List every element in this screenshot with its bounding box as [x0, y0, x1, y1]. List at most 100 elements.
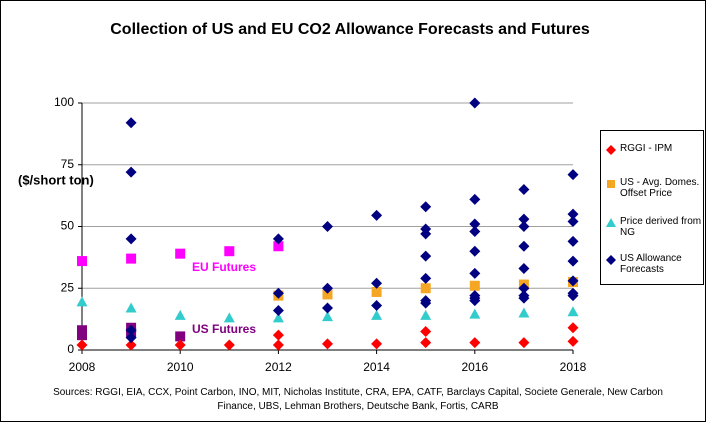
marker	[322, 221, 333, 232]
marker	[518, 282, 530, 294]
marker	[322, 302, 333, 314]
annotation: US Futures	[192, 322, 256, 336]
marker	[606, 145, 616, 155]
legend-label: US - Avg. Domes. Offset Price	[620, 177, 700, 199]
marker	[175, 248, 186, 259]
marker	[371, 277, 383, 289]
legend-item: US Allowance Forecasts	[605, 253, 703, 275]
marker	[469, 245, 481, 257]
marker	[125, 324, 137, 336]
marker	[567, 208, 579, 220]
x-tick-label: 2014	[363, 360, 390, 374]
legend-label: Price derived from NG	[620, 216, 702, 238]
marker	[567, 335, 579, 347]
y-tick-label: 100	[54, 95, 74, 109]
legend: RGGI - IPM US - Avg. Domes. Offset Price P…	[600, 130, 704, 285]
marker	[125, 339, 137, 351]
marker	[567, 290, 579, 302]
marker	[518, 240, 530, 252]
y-tick-label: 50	[61, 219, 75, 233]
marker	[567, 322, 579, 334]
marker	[174, 339, 186, 351]
marker	[76, 296, 88, 307]
chart-title: Collection of US and EU CO2 Allowance Fo…	[110, 21, 590, 38]
marker	[420, 309, 432, 320]
legend-item: RGGI - IPM	[605, 143, 703, 156]
marker	[469, 267, 481, 279]
marker	[420, 201, 432, 213]
marker	[76, 339, 88, 351]
marker	[567, 216, 579, 228]
marker	[420, 283, 431, 294]
marker	[273, 241, 284, 252]
marker	[77, 330, 87, 341]
marker	[606, 255, 616, 265]
marker	[518, 337, 530, 349]
x-tick-label: 2018	[560, 360, 587, 374]
marker	[567, 275, 579, 287]
marker	[567, 306, 579, 317]
marker	[125, 302, 137, 313]
x-tick-label: 2010	[167, 360, 194, 374]
marker	[567, 235, 579, 247]
marker	[272, 339, 284, 351]
x-tick-label: 2016	[461, 360, 488, 374]
y-tick-label: 0	[67, 342, 74, 356]
marker	[420, 272, 432, 284]
marker	[272, 304, 284, 316]
marker	[371, 286, 382, 297]
marker	[322, 311, 333, 322]
marker	[420, 337, 432, 349]
marker	[606, 218, 616, 227]
legend-swatch	[606, 255, 616, 265]
marker	[125, 233, 137, 245]
legend-swatch	[606, 145, 616, 155]
marker	[371, 309, 383, 320]
legend-swatch	[607, 180, 615, 188]
marker	[174, 309, 186, 320]
marker	[272, 233, 284, 245]
legend-item: Price derived from NG	[605, 216, 703, 238]
x-tick-label: 2012	[265, 360, 292, 374]
marker	[322, 282, 333, 294]
marker	[175, 331, 186, 342]
marker	[371, 338, 383, 350]
marker	[469, 97, 481, 109]
marker	[322, 289, 333, 300]
marker	[420, 250, 432, 262]
marker	[518, 262, 530, 274]
marker	[420, 297, 432, 309]
marker	[223, 312, 235, 323]
marker	[607, 180, 615, 188]
marker	[420, 228, 432, 240]
marker	[272, 312, 284, 323]
marker	[469, 193, 481, 205]
marker	[371, 209, 383, 221]
marker	[125, 332, 137, 344]
marker	[567, 255, 579, 267]
marker	[125, 166, 137, 178]
marker	[567, 169, 579, 181]
x-tick-label: 2008	[69, 360, 96, 374]
marker	[223, 339, 235, 351]
marker	[420, 325, 432, 337]
marker	[469, 337, 481, 349]
marker	[126, 253, 137, 264]
marker	[125, 117, 137, 129]
marker	[469, 225, 481, 237]
marker	[469, 280, 480, 291]
legend-swatch	[606, 218, 616, 227]
marker	[518, 307, 530, 318]
marker	[469, 295, 481, 307]
y-tick-label: 25	[61, 280, 75, 294]
marker	[518, 221, 530, 232]
marker	[518, 213, 530, 225]
legend-label: RGGI - IPM	[620, 143, 673, 154]
marker	[469, 308, 481, 319]
marker	[224, 246, 235, 257]
legend-label: US Allowance Forecasts	[620, 253, 682, 275]
marker	[272, 329, 284, 341]
marker	[272, 287, 284, 299]
y-axis-label: ($/short ton)	[18, 172, 94, 187]
